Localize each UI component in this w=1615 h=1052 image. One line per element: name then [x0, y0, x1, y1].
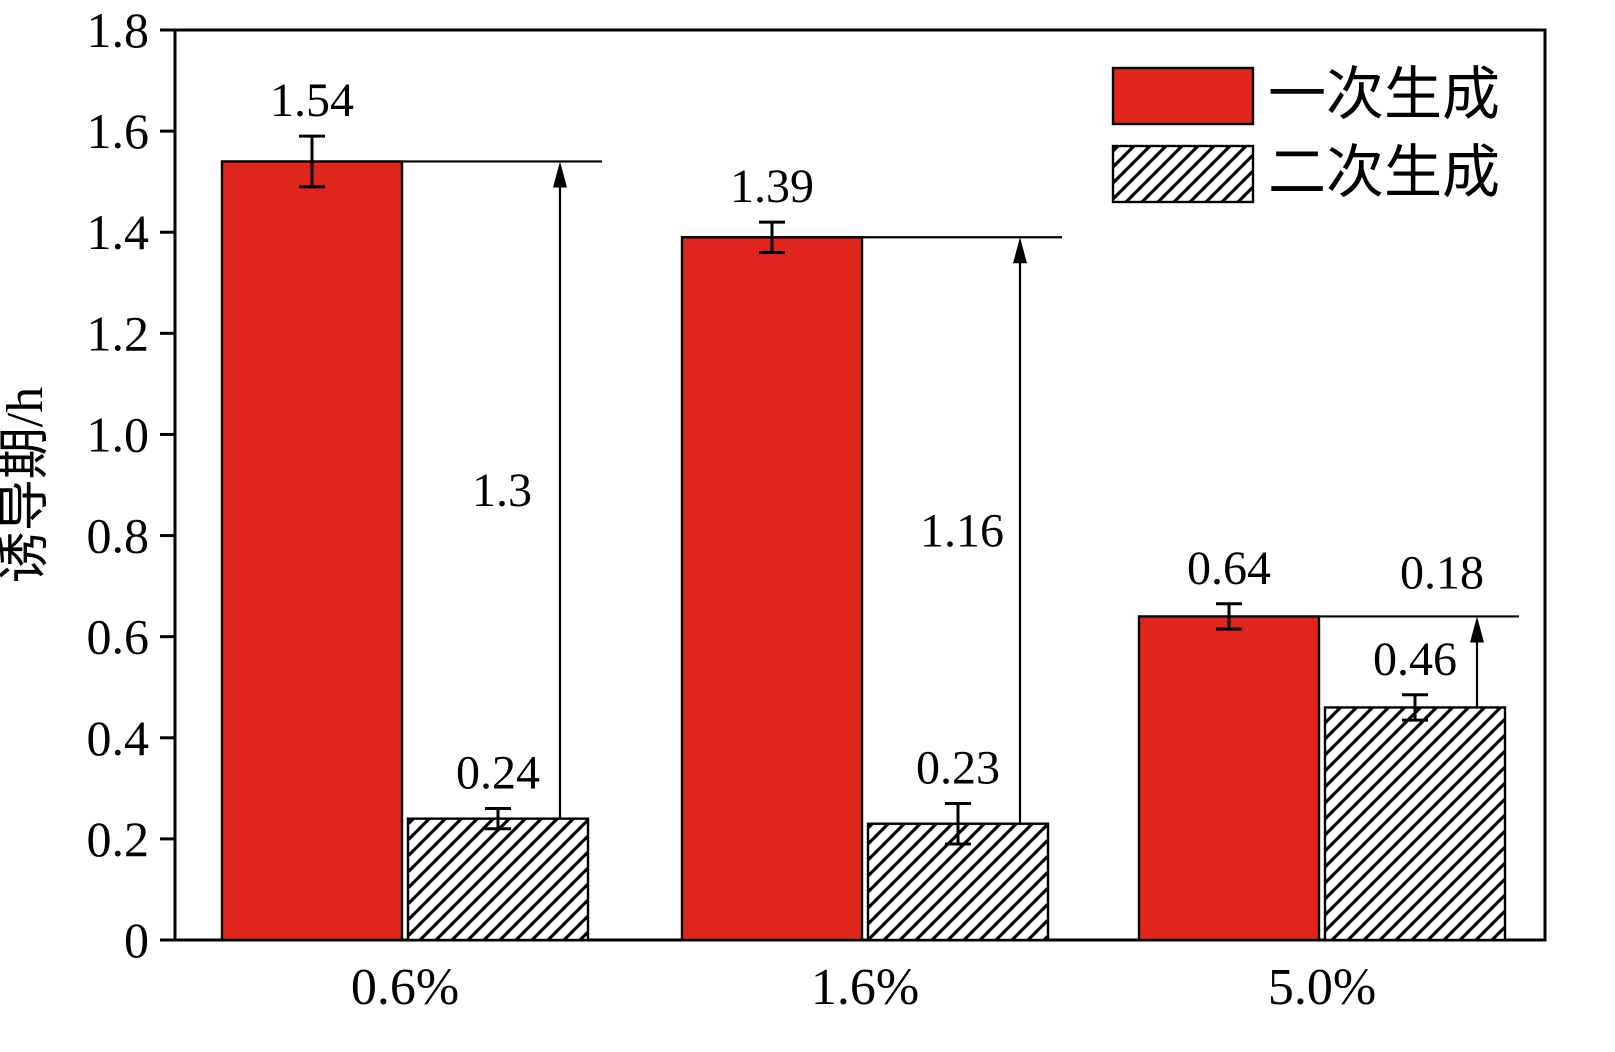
diff-arrowhead	[1470, 616, 1484, 643]
bar-value-label-primary: 0.64	[1187, 542, 1271, 595]
y-tick-label: 1.2	[87, 305, 150, 361]
y-tick-label: 1.6	[87, 103, 150, 159]
bar-value-label-secondary: 0.46	[1373, 633, 1457, 686]
x-tick-label: 0.6%	[351, 959, 459, 1016]
bar-primary	[220, 160, 404, 942]
y-tick-label: 1.8	[87, 2, 150, 58]
bar-value-label-secondary: 0.24	[456, 747, 540, 800]
diff-label: 1.3	[472, 464, 532, 517]
x-tick-label: 1.6%	[811, 959, 919, 1016]
bar-value-label-primary: 1.39	[730, 160, 814, 213]
bar-value-label-primary: 1.54	[270, 74, 354, 127]
bar-value-label-secondary: 0.23	[916, 742, 1000, 795]
y-tick-label: 0.2	[87, 811, 150, 867]
y-tick-label: 0.6	[87, 609, 150, 665]
diff-arrowhead	[1013, 237, 1027, 264]
y-tick-label: 1.4	[87, 204, 150, 260]
legend-label: 一次生成	[1268, 62, 1500, 127]
y-tick-label: 0.4	[87, 710, 150, 766]
bar-primary	[680, 236, 864, 942]
y-axis-title: 诱导期/h	[0, 387, 54, 583]
bar-secondary	[1323, 706, 1507, 942]
bar-secondary	[406, 817, 590, 942]
legend-swatch-primary	[1111, 66, 1255, 126]
y-tick-label: 0.8	[87, 508, 150, 564]
bar-primary	[1137, 615, 1321, 942]
y-tick-label: 1.0	[87, 406, 150, 462]
diff-arrowhead	[553, 161, 567, 188]
legend-label: 二次生成	[1268, 140, 1500, 205]
diff-label: 1.16	[920, 505, 1004, 558]
legend-swatch-secondary	[1111, 144, 1255, 204]
diff-label: 0.18	[1400, 546, 1484, 599]
y-tick-label: 0	[124, 912, 149, 968]
x-tick-label: 5.0%	[1268, 959, 1376, 1016]
